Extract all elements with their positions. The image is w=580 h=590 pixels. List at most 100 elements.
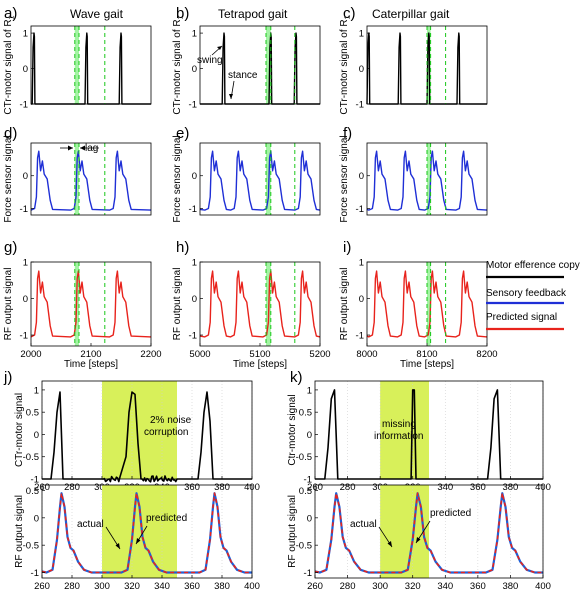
x-tick-label: 8100 bbox=[416, 349, 437, 360]
y-tick-label: 1 bbox=[359, 258, 364, 269]
y-tick-label: 1 bbox=[34, 385, 39, 396]
x-tick-label: 320 bbox=[124, 581, 140, 590]
panel-j2: -1-0.500.5260280300320340360380400Time [… bbox=[14, 484, 260, 590]
legend-label-motor: Motor efference copy bbox=[486, 260, 580, 271]
y-tick-label: 0 bbox=[34, 513, 39, 524]
y-tick-label: -1 bbox=[189, 204, 197, 215]
panel-letter-a: a) bbox=[4, 5, 17, 22]
x-tick-label: 360 bbox=[184, 581, 200, 590]
panel-j1: -1-0.500.51260280300320340360380400CTr-m… bbox=[14, 380, 260, 493]
panel-letter-f: f) bbox=[343, 125, 352, 142]
panel-letter-i: i) bbox=[343, 239, 351, 256]
lag-arrowhead-left bbox=[68, 145, 73, 151]
annotation-noise-2: corruption bbox=[144, 427, 188, 438]
x-tick-label: 260 bbox=[34, 581, 50, 590]
y-tick-label: 1 bbox=[192, 29, 197, 40]
y-tick-label: 1 bbox=[192, 258, 197, 269]
y-tick-label: -1 bbox=[20, 204, 28, 215]
series-line bbox=[41, 492, 252, 574]
panel-letter-k: k) bbox=[290, 369, 303, 386]
k-actual-arrowhead bbox=[387, 541, 392, 547]
x-tick-label: 380 bbox=[502, 482, 518, 493]
y-tick-label: -0.5 bbox=[296, 452, 312, 463]
y-axis-label: CTr-motor signal of R1 bbox=[172, 15, 185, 114]
y-tick-label: -1 bbox=[31, 475, 39, 486]
y-tick-label: 0 bbox=[34, 430, 39, 441]
y-axis-label: CTr-motor signal of R1 bbox=[3, 15, 16, 114]
x-axis-label: Time [steps] bbox=[233, 359, 287, 370]
legend-label-sensory: Sensory feedback bbox=[486, 288, 567, 299]
x-tick-label: 5200 bbox=[309, 349, 330, 360]
x-tick-label: 320 bbox=[405, 581, 421, 590]
series-line bbox=[31, 270, 151, 338]
x-axis-label: Time [steps] bbox=[400, 359, 454, 370]
panel-letter-c: c) bbox=[343, 5, 356, 22]
y-axis-label: RF output signal bbox=[14, 495, 25, 568]
x-tick-label: 400 bbox=[244, 581, 260, 590]
series-line bbox=[367, 150, 487, 211]
lag-arrowhead-right bbox=[80, 145, 85, 151]
panel-a: -1 0 1 CTr-motor signal of R1 bbox=[3, 15, 152, 115]
series-line bbox=[315, 389, 543, 480]
y-tick-label: 0 bbox=[359, 171, 364, 182]
axes-frame bbox=[199, 142, 321, 216]
y-axis-label: Force sensor signal bbox=[339, 135, 350, 222]
highlight-band bbox=[74, 26, 79, 104]
series-line bbox=[31, 32, 151, 105]
y-tick-label: -1 bbox=[20, 331, 28, 342]
panel-k2: -1-0.500.5260280300320340360380400Time [… bbox=[287, 484, 551, 590]
panel-k1: -1-0.500.51260280300320340360380400Ctr-m… bbox=[287, 380, 551, 493]
x-tick-label: 5000 bbox=[189, 349, 210, 360]
panel-letter-h: h) bbox=[176, 239, 189, 256]
x-tick-label: 300 bbox=[94, 581, 110, 590]
highlight-band bbox=[380, 381, 429, 479]
x-tick-label: 5100 bbox=[249, 349, 270, 360]
series-line bbox=[367, 270, 487, 338]
y-axis-label: CTr-motor signal of R1 bbox=[339, 15, 352, 114]
panel-b: -1 0 1 CTr-motor signal of R1 bbox=[172, 15, 321, 115]
y-tick-label: 0 bbox=[192, 171, 197, 182]
x-tick-label: 340 bbox=[154, 581, 170, 590]
y-tick-label: -1 bbox=[304, 568, 312, 579]
highlight-band bbox=[427, 262, 431, 346]
panel-title-a: Wave gait bbox=[70, 7, 124, 21]
swing-arrowhead bbox=[217, 46, 222, 50]
panel-title-b: Tetrapod gait bbox=[218, 7, 288, 21]
x-tick-label: 2200 bbox=[140, 349, 161, 360]
panel-letter-b: b) bbox=[176, 5, 189, 22]
x-tick-label: 380 bbox=[214, 581, 230, 590]
plot-panels: -1 0 1 CTr-motor signal of R1 -1 0 1 CTr-motor … bbox=[3, 15, 551, 590]
axes-frame bbox=[314, 380, 544, 480]
stance-arrowhead bbox=[229, 94, 233, 99]
axes-frame bbox=[199, 25, 321, 105]
x-tick-label: 280 bbox=[340, 581, 356, 590]
series-line bbox=[31, 150, 151, 211]
panel-g: -1 0 1 2000 2100 2200 Time [steps] RF output si… bbox=[3, 258, 162, 371]
series-line bbox=[200, 150, 320, 211]
x-tick-label: 360 bbox=[470, 581, 486, 590]
y-axis-label: CTr-motor signal bbox=[14, 393, 25, 467]
axes-frame bbox=[30, 25, 152, 105]
panel-title-c: Caterpillar gait bbox=[372, 7, 450, 21]
annotation-noise-1: 2% noise bbox=[150, 415, 192, 426]
series-line bbox=[200, 270, 320, 338]
y-tick-label: -1 bbox=[356, 204, 364, 215]
highlight-band bbox=[266, 26, 271, 104]
annotation-k-predicted: predicted bbox=[430, 508, 471, 519]
y-tick-label: 0.5 bbox=[299, 408, 312, 419]
annotation-j-predicted: predicted bbox=[146, 513, 187, 524]
panel-i: -1 0 1 8000 8100 8200 Time [steps] RF output si… bbox=[339, 258, 498, 371]
y-axis-label: RF output signal bbox=[172, 268, 183, 341]
series-line bbox=[314, 492, 543, 574]
y-axis-label: RF output signal bbox=[287, 495, 298, 568]
y-tick-label: 0.5 bbox=[299, 486, 312, 497]
y-tick-label: 0.5 bbox=[26, 486, 39, 497]
annotation-j-actual: actual bbox=[77, 519, 104, 530]
x-tick-label: 2000 bbox=[20, 349, 41, 360]
axes-frame bbox=[41, 484, 253, 579]
y-tick-label: 0 bbox=[359, 294, 364, 305]
y-tick-label: -1 bbox=[31, 568, 39, 579]
panel-letter-d: d) bbox=[4, 125, 17, 142]
k-predicted-arrowhead bbox=[416, 537, 421, 543]
panel-d: -1 0 Force sensor signal bbox=[3, 135, 152, 223]
